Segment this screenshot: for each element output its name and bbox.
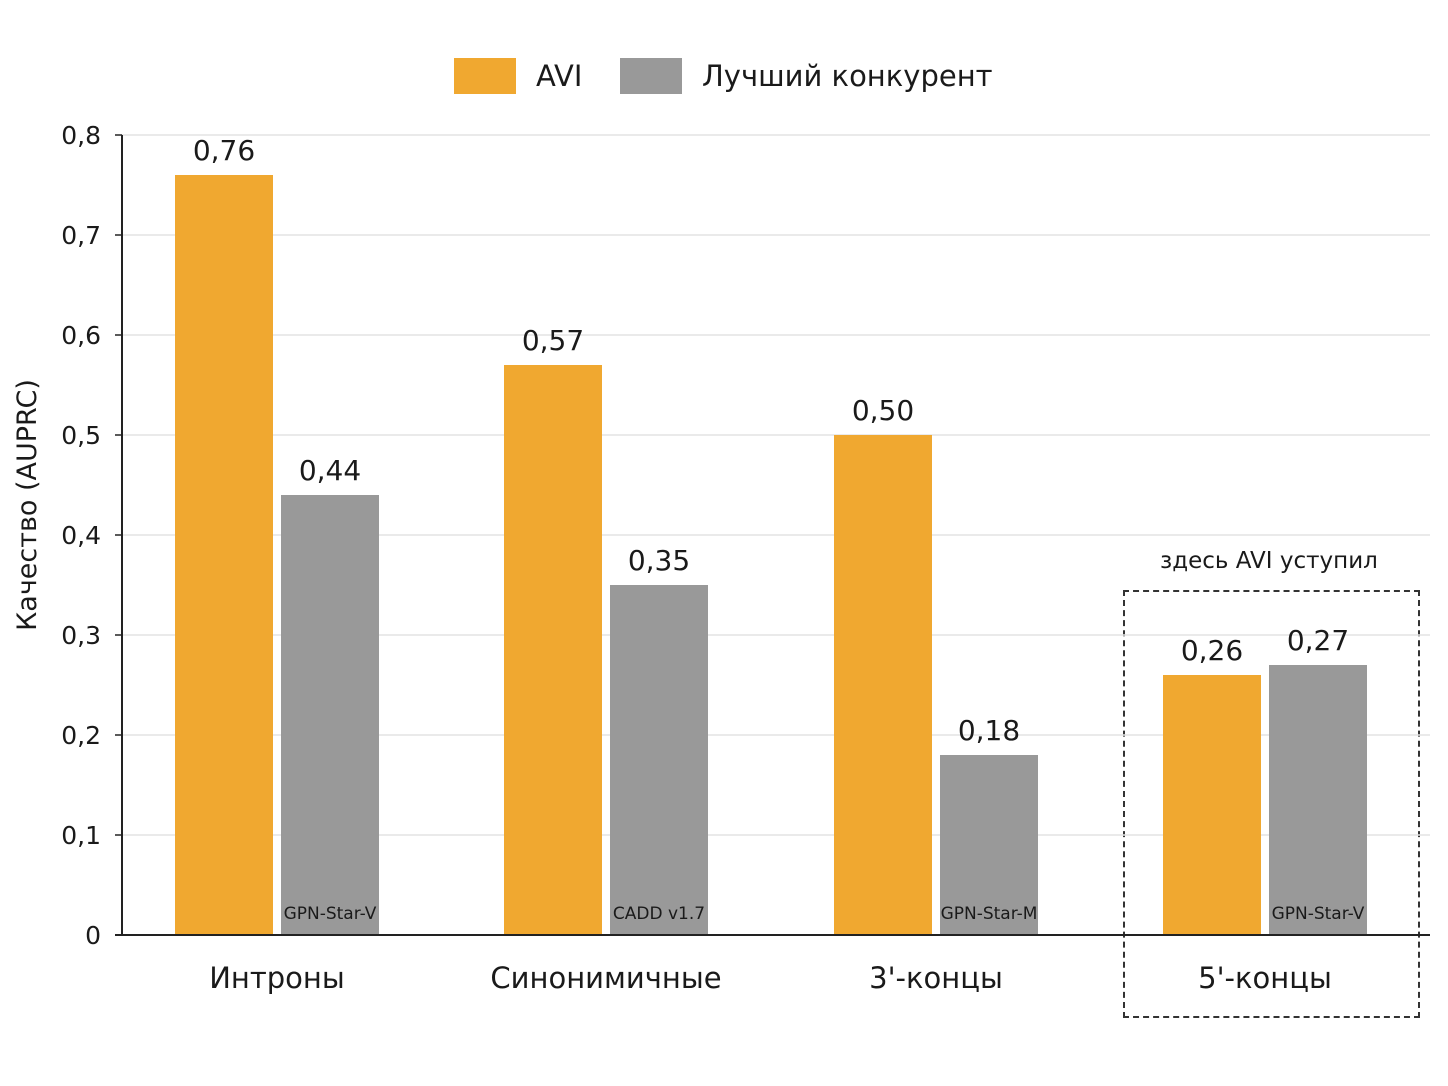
y-tick-label: 0 bbox=[85, 921, 101, 950]
y-tick-label: 0,8 bbox=[61, 121, 101, 150]
data-label: 0,18 bbox=[958, 714, 1020, 747]
bar-competitor bbox=[281, 495, 379, 935]
callout-box bbox=[1123, 590, 1420, 1018]
y-tick-label: 0,5 bbox=[61, 421, 101, 450]
competitor-model-label: GPN-Star-M bbox=[941, 904, 1038, 924]
x-category-label: 5'-концы bbox=[1198, 961, 1332, 995]
legend-label-competitor: Лучший конкурент bbox=[702, 59, 993, 93]
bar-avi bbox=[1163, 675, 1261, 935]
bar-competitor bbox=[1269, 665, 1367, 935]
y-tick-label: 0,4 bbox=[61, 521, 101, 550]
bar-avi bbox=[834, 435, 932, 935]
data-label: 0,76 bbox=[193, 134, 255, 167]
legend: AVI Лучший конкурент bbox=[0, 56, 1448, 96]
x-category-label: Синонимичные bbox=[490, 961, 721, 995]
data-label: 0,35 bbox=[628, 544, 690, 577]
y-tick-label: 0,3 bbox=[61, 621, 101, 650]
legend-label-avi: AVI bbox=[536, 59, 583, 93]
legend-item-avi: AVI bbox=[454, 56, 582, 96]
x-category-label: Интроны bbox=[209, 961, 345, 995]
y-tick-label: 0,1 bbox=[61, 821, 101, 850]
bar-competitor bbox=[940, 755, 1038, 935]
data-label: 0,50 bbox=[852, 394, 914, 427]
data-label: 0,26 bbox=[1181, 634, 1243, 667]
x-category-label: 3'-концы bbox=[869, 961, 1003, 995]
competitor-model-label: CADD v1.7 bbox=[613, 904, 705, 924]
y-tick-label: 0,2 bbox=[61, 721, 101, 750]
legend-swatch-avi bbox=[454, 58, 516, 94]
bar-competitor bbox=[610, 585, 708, 935]
y-tick-label: 0,6 bbox=[61, 321, 101, 350]
competitor-model-label: GPN-Star-V bbox=[284, 904, 377, 924]
bar-avi bbox=[504, 365, 602, 935]
competitor-model-label: GPN-Star-V bbox=[1272, 904, 1365, 924]
y-axis-title: Качество (AUPRC) bbox=[12, 379, 43, 631]
data-label: 0,27 bbox=[1287, 624, 1349, 657]
callout-text: здесь AVI уступил bbox=[1160, 548, 1378, 574]
legend-item-competitor: Лучший конкурент bbox=[620, 56, 993, 96]
y-tick-label: 0,7 bbox=[61, 221, 101, 250]
data-label: 0,57 bbox=[522, 324, 584, 357]
data-label: 0,44 bbox=[299, 454, 361, 487]
legend-swatch-competitor bbox=[620, 58, 682, 94]
bar-avi bbox=[175, 175, 273, 935]
